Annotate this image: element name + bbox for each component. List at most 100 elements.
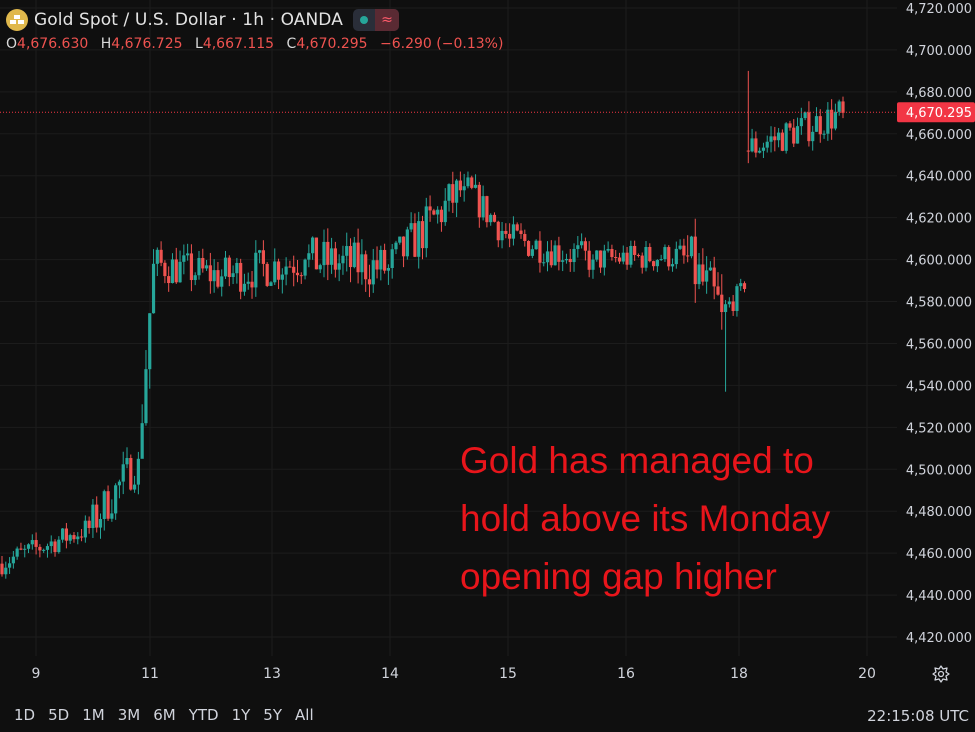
candle-body <box>788 123 792 128</box>
candle-body <box>61 528 65 540</box>
annotation-line: opening gap higher <box>460 556 777 597</box>
candle-body <box>580 241 584 246</box>
range-button[interactable]: All <box>295 706 314 724</box>
candle-body <box>837 101 841 112</box>
ohlc-readout: O4,676.630 H4,676.725 L4,667.115 C4,670.… <box>6 36 511 52</box>
y-tick-label: 4,700.000 <box>906 44 972 59</box>
candle-body <box>360 254 364 273</box>
candle-body <box>174 259 178 283</box>
y-tick-label: 4,680.000 <box>906 86 972 101</box>
range-button[interactable]: 1D <box>14 706 36 724</box>
candle-body <box>485 196 489 223</box>
candle-body <box>170 259 175 284</box>
candle-body <box>239 262 243 292</box>
candle-body <box>451 184 455 203</box>
candle-body <box>598 250 603 268</box>
candle-body <box>208 265 212 282</box>
candle-body <box>57 539 61 553</box>
range-button[interactable]: 5D <box>48 706 70 724</box>
range-button[interactable]: 1M <box>82 706 105 724</box>
candle-body <box>98 518 103 528</box>
candle-body <box>223 257 228 277</box>
candle-body <box>375 260 379 270</box>
candle-body <box>731 301 735 312</box>
range-button[interactable]: YTD <box>188 706 219 724</box>
candle-body <box>663 247 667 260</box>
symbol-title[interactable]: Gold Spot / U.S. Dollar · 1h · OANDA <box>34 10 343 30</box>
candle-body <box>511 224 516 239</box>
candle-body <box>307 253 311 260</box>
candle-body <box>568 258 572 263</box>
candle-body <box>254 252 258 288</box>
annotation-text: Gold has managed to hold above its Monda… <box>460 432 920 606</box>
candle-body <box>496 221 500 241</box>
candle-body <box>23 548 27 550</box>
range-button[interactable]: 5Y <box>263 706 283 724</box>
x-tick-label: 14 <box>381 666 399 682</box>
status-pill[interactable]: ≈ <box>352 9 399 31</box>
candle-body <box>38 546 42 551</box>
candle-body <box>489 214 493 223</box>
candle-body <box>530 249 534 256</box>
candle-body <box>492 214 497 222</box>
candle-body <box>723 304 728 313</box>
settings-gear-icon[interactable] <box>931 664 951 684</box>
candle-body <box>212 270 216 282</box>
candle-body <box>7 563 12 568</box>
candle-body <box>659 259 663 261</box>
candle-body <box>227 257 231 278</box>
candle-body <box>140 423 144 459</box>
range-button[interactable]: 3M <box>117 706 141 724</box>
candle-body <box>136 458 140 485</box>
candle-body <box>780 132 784 151</box>
candle-body <box>587 250 591 270</box>
candle-body <box>678 245 682 249</box>
candle-body <box>49 541 53 547</box>
candle-body <box>629 245 633 265</box>
candle-body <box>443 200 447 223</box>
candle-body <box>746 150 750 152</box>
candle-body <box>197 257 201 276</box>
candle-body <box>242 283 247 292</box>
candle-body <box>417 221 421 257</box>
range-button[interactable]: 6M <box>153 706 176 724</box>
candle-body <box>204 265 209 269</box>
candle-body <box>758 150 762 153</box>
x-tick-label: 18 <box>730 666 748 682</box>
candle-body <box>345 246 349 256</box>
wave-icon: ≈ <box>374 9 399 31</box>
range-button[interactable]: 1Y <box>231 706 251 724</box>
candle-body <box>795 126 800 144</box>
utc-clock[interactable]: 22:15:08 UTC <box>867 707 969 725</box>
candle-body <box>401 236 406 257</box>
x-tick-label: 11 <box>141 666 159 682</box>
low-value: 4,667.115 <box>202 36 275 52</box>
candle-body <box>617 257 622 262</box>
candle-body <box>34 540 38 547</box>
candle-body <box>383 249 387 271</box>
candle-body <box>693 236 697 285</box>
candle-body <box>508 233 512 239</box>
candle-body <box>716 286 720 295</box>
candle-body <box>572 248 576 263</box>
candle-body <box>220 276 224 287</box>
candle-body <box>504 230 508 234</box>
candle-body <box>216 270 220 287</box>
candle-body <box>72 535 76 540</box>
candle-body <box>739 283 743 287</box>
candle-body <box>390 249 394 268</box>
y-tick-label: 4,520.000 <box>906 421 972 436</box>
last-price-tag <box>897 102 975 123</box>
candle-body <box>159 249 163 263</box>
candle-body <box>91 504 95 528</box>
candle-body <box>371 260 375 285</box>
x-tick-label: 16 <box>617 666 635 682</box>
candle-body <box>515 224 519 231</box>
high-value: 4,676.725 <box>111 36 183 52</box>
candle-body <box>682 245 686 256</box>
candle-body <box>292 266 296 273</box>
candle-body <box>95 504 99 528</box>
candle-body <box>129 458 133 490</box>
y-tick-label: 4,640.000 <box>906 170 972 185</box>
